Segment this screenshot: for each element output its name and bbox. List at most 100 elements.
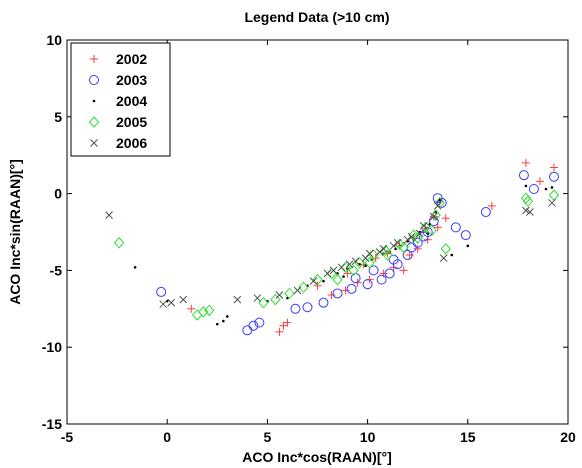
data-point bbox=[441, 214, 450, 223]
data-point bbox=[535, 177, 544, 186]
data-point bbox=[327, 290, 336, 299]
data-point bbox=[413, 244, 422, 253]
data-point bbox=[233, 295, 242, 304]
data-point bbox=[393, 238, 402, 247]
data-point bbox=[433, 202, 442, 210]
legend-label: 2006 bbox=[116, 135, 147, 151]
data-point bbox=[248, 320, 259, 331]
series-2006 bbox=[105, 198, 556, 309]
data-point bbox=[242, 325, 253, 336]
data-point bbox=[275, 291, 284, 299]
y-tick-label: -5 bbox=[50, 262, 63, 278]
data-point bbox=[528, 183, 539, 194]
legend-label: 2004 bbox=[116, 93, 147, 109]
data-point bbox=[298, 281, 309, 294]
data-point bbox=[364, 264, 367, 268]
data-point bbox=[358, 262, 361, 266]
data-point bbox=[113, 237, 125, 249]
data-point bbox=[524, 184, 528, 188]
data-point bbox=[450, 253, 454, 257]
data-point bbox=[332, 288, 343, 299]
data-point bbox=[548, 171, 559, 182]
data-point bbox=[361, 254, 370, 262]
data-point bbox=[345, 260, 354, 269]
data-point bbox=[480, 207, 491, 218]
y-tick-label: -15 bbox=[42, 416, 62, 432]
data-point bbox=[159, 300, 168, 309]
data-point bbox=[179, 295, 188, 304]
data-point bbox=[487, 201, 496, 210]
data-point bbox=[348, 264, 359, 277]
data-point bbox=[522, 195, 534, 208]
data-point bbox=[270, 293, 281, 306]
data-point bbox=[362, 279, 373, 290]
data-point bbox=[192, 309, 203, 321]
y-tick-label: -10 bbox=[42, 339, 62, 355]
data-point bbox=[342, 275, 345, 278]
data-point bbox=[187, 304, 196, 313]
data-point bbox=[426, 232, 430, 235]
x-tick-label: 15 bbox=[460, 429, 476, 445]
x-tick-label: 20 bbox=[560, 429, 576, 445]
legend-marker-2005 bbox=[88, 116, 100, 128]
legend-marker-2003 bbox=[89, 75, 99, 85]
data-point bbox=[216, 322, 219, 326]
data-point bbox=[550, 186, 554, 189]
data-point bbox=[518, 170, 529, 181]
data-point bbox=[226, 315, 229, 318]
y-axis-title: ACO Inc*sin(RAAN)[°] bbox=[7, 159, 23, 305]
data-point bbox=[521, 158, 530, 167]
data-point bbox=[368, 249, 379, 261]
data-point bbox=[549, 163, 558, 172]
data-point bbox=[403, 235, 412, 244]
data-point bbox=[384, 268, 395, 279]
data-point bbox=[337, 263, 346, 272]
data-point bbox=[420, 221, 431, 234]
data-points bbox=[105, 158, 560, 336]
data-point bbox=[290, 303, 301, 314]
legend-marker-2004 bbox=[92, 99, 96, 103]
data-point bbox=[293, 286, 302, 295]
data-point bbox=[426, 224, 437, 237]
data-point bbox=[419, 222, 428, 230]
legend: 2002 2003 2004 2005 2006 bbox=[70, 42, 171, 157]
legend-label: 2005 bbox=[116, 114, 147, 130]
data-point bbox=[312, 273, 323, 286]
data-point bbox=[460, 230, 471, 241]
y-tick-label: 0 bbox=[54, 186, 62, 202]
data-point bbox=[412, 232, 423, 244]
data-point bbox=[167, 298, 176, 307]
data-point bbox=[450, 222, 461, 233]
data-point bbox=[322, 279, 325, 283]
data-point bbox=[399, 266, 408, 275]
data-point bbox=[284, 287, 295, 300]
legend-marker-2002 bbox=[90, 55, 98, 63]
data-point bbox=[368, 265, 379, 276]
data-point bbox=[375, 248, 384, 256]
data-point bbox=[439, 254, 448, 262]
data-point bbox=[440, 243, 451, 255]
data-point bbox=[156, 286, 167, 297]
data-point bbox=[548, 189, 560, 201]
data-point bbox=[466, 244, 470, 248]
data-point bbox=[548, 198, 556, 207]
y-tick-label: 10 bbox=[46, 32, 62, 48]
data-point bbox=[313, 281, 322, 290]
data-point bbox=[329, 266, 338, 275]
legend-label: 2002 bbox=[116, 51, 147, 67]
data-point bbox=[275, 327, 284, 336]
data-point bbox=[323, 269, 332, 278]
data-point bbox=[544, 187, 548, 191]
data-point bbox=[198, 306, 209, 318]
data-point bbox=[376, 274, 387, 285]
data-point bbox=[389, 241, 398, 250]
data-point bbox=[433, 223, 442, 232]
data-point bbox=[428, 223, 432, 226]
data-point bbox=[388, 254, 399, 265]
x-tick-label: 5 bbox=[264, 429, 272, 445]
data-point bbox=[379, 245, 388, 253]
chart-title: Legend Data (>10 cm) bbox=[244, 9, 389, 25]
data-point bbox=[165, 299, 169, 303]
data-point bbox=[522, 206, 530, 215]
